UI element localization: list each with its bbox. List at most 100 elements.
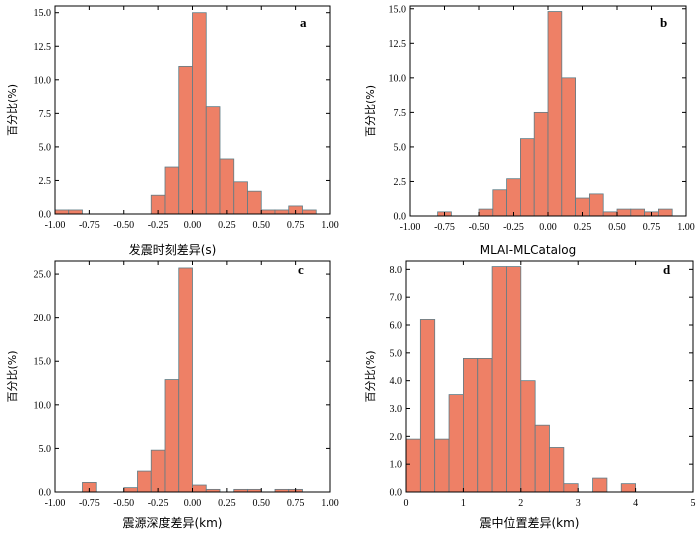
y-tick-label: 3.0 <box>390 404 403 415</box>
x-tick-label: 0.00 <box>539 222 557 233</box>
x-tick-label: 0 <box>404 498 409 509</box>
y-tick-label: 0.0 <box>394 212 407 223</box>
y-tick-label: 15.0 <box>34 357 52 368</box>
x-axis-label: MLAI-MLCatalog <box>480 243 577 257</box>
x-tick-label: 0.00 <box>184 498 202 509</box>
histogram-bar <box>477 358 493 493</box>
x-axis-label: 震源深度差异(km) <box>122 515 222 530</box>
x-tick-label: -0.25 <box>503 222 524 233</box>
x-tick-label: 0.50 <box>253 220 271 231</box>
histogram-bar <box>164 166 180 215</box>
y-axis-label: 百分比(%) <box>6 350 19 402</box>
histogram-bar <box>492 189 507 217</box>
panel-c: -1.00 -0.75 -0.50 -0.25 0.00 0.25 0.50 0.75 1.00… <box>6 260 339 530</box>
y-tick-label: 5.0 <box>39 444 52 455</box>
histogram-bar <box>434 438 450 493</box>
x-tick-label: -0.50 <box>113 220 134 231</box>
plot-frame <box>405 260 694 493</box>
y-tick-label: 0.0 <box>390 488 403 499</box>
histogram-bar <box>533 111 549 217</box>
x-tick-label: 1 <box>461 498 466 509</box>
histogram-bar <box>247 190 262 215</box>
histogram-bar <box>164 379 180 493</box>
histogram-bar <box>137 470 152 493</box>
panel-letter: a <box>300 15 307 30</box>
x-tick-label: -1.00 <box>400 222 421 233</box>
x-tick-label: -0.50 <box>113 498 134 509</box>
y-tick-label: 15.0 <box>389 4 407 15</box>
y-tick-label: 20.0 <box>34 313 52 324</box>
histogram-bar <box>123 487 138 493</box>
histogram-bar <box>219 158 235 215</box>
histogram-bar <box>506 178 521 217</box>
y-axis-label: 百分比(%) <box>364 85 377 137</box>
histogram-bar <box>205 106 221 215</box>
histogram-bar <box>592 477 608 493</box>
y-tick-label: 10.0 <box>34 400 52 411</box>
y-tick-label: 2.0 <box>390 432 403 443</box>
y-tick-label: 2.5 <box>394 177 407 188</box>
y-tick-label: 7.5 <box>394 108 407 119</box>
y-tick-label: 12.5 <box>389 39 407 50</box>
x-tick-label: 2 <box>518 498 523 509</box>
histogram-bar <box>589 193 604 217</box>
y-tick-label: 7.0 <box>390 293 403 304</box>
y-tick-label: 2.5 <box>39 176 52 187</box>
y-tick-label: 5.0 <box>390 348 403 359</box>
y-tick-label: 10.0 <box>389 73 407 84</box>
x-tick-label: 0.25 <box>574 222 592 233</box>
histogram-bar <box>178 267 193 493</box>
histogram-bar <box>491 266 507 493</box>
x-tick-label: 0.00 <box>184 220 202 231</box>
histogram-bar <box>462 358 479 493</box>
histogram-bar <box>602 211 618 217</box>
y-tick-label: 12.5 <box>34 42 52 53</box>
histogram-bar <box>448 394 464 493</box>
x-tick-label: 0.50 <box>608 222 626 233</box>
y-tick-label: 8.0 <box>390 265 403 276</box>
x-tick-label: 0.25 <box>218 220 236 231</box>
panel-letter: c <box>298 262 304 277</box>
histogram-bar <box>630 208 645 217</box>
x-tick-label: -0.50 <box>469 222 490 233</box>
histogram-bar <box>178 65 193 215</box>
x-tick-label: 0.25 <box>218 498 236 509</box>
x-tick-label: 0.50 <box>253 498 271 509</box>
x-tick-label: 4 <box>633 498 638 509</box>
y-tick-label: 0.0 <box>39 488 52 499</box>
panel-a: -1.00 -0.75 -0.50 -0.25 0.00 0.25 0.50 0.75 1.00… <box>6 5 339 257</box>
x-tick-label: 0.75 <box>643 222 661 233</box>
histogram-bar <box>534 424 550 493</box>
histogram-bar <box>506 266 522 493</box>
y-tick-label: 5.0 <box>39 142 52 153</box>
x-tick-label: 1.00 <box>677 222 695 233</box>
y-axis-label: 百分比(%) <box>364 350 377 402</box>
histogram-bar <box>260 209 276 215</box>
y-tick-label: 6.0 <box>390 321 403 332</box>
histogram-bar <box>54 209 70 215</box>
x-tick-label: -1.00 <box>45 498 66 509</box>
x-tick-label: 0.75 <box>287 498 305 509</box>
histogram-bar <box>68 209 83 215</box>
y-axis-label: 百分比(%) <box>6 84 19 136</box>
x-tick-label: -0.25 <box>148 498 169 509</box>
panel-d: 0 1 2 3 4 5 0.0 1.0 2.0 3.0 4.0 5.0 6.0 7.0 8.0 震中位置差异(… <box>364 260 696 530</box>
histogram-bar <box>192 484 207 493</box>
histogram-bar <box>561 77 576 217</box>
panel-b: -1.00 -0.75 -0.50 -0.25 0.00 0.25 0.50 0.75 1.00… <box>364 4 695 257</box>
histogram-bar <box>658 208 673 217</box>
histogram-bar <box>478 208 494 217</box>
histogram-bar <box>520 138 535 217</box>
histogram-bar <box>563 483 579 493</box>
x-axis-label: 震中位置差异(km) <box>479 515 579 530</box>
panel-letter: d <box>663 262 671 277</box>
y-tick-label: 0.0 <box>39 210 52 221</box>
x-tick-label: -0.75 <box>79 498 100 509</box>
y-tick-label: 10.0 <box>34 75 52 86</box>
histogram-bar <box>549 447 565 493</box>
y-tick-label: 7.5 <box>39 109 52 120</box>
histogram-bar <box>620 483 637 493</box>
y-tick-label: 1.0 <box>390 460 403 471</box>
histogram-bar <box>302 209 317 215</box>
